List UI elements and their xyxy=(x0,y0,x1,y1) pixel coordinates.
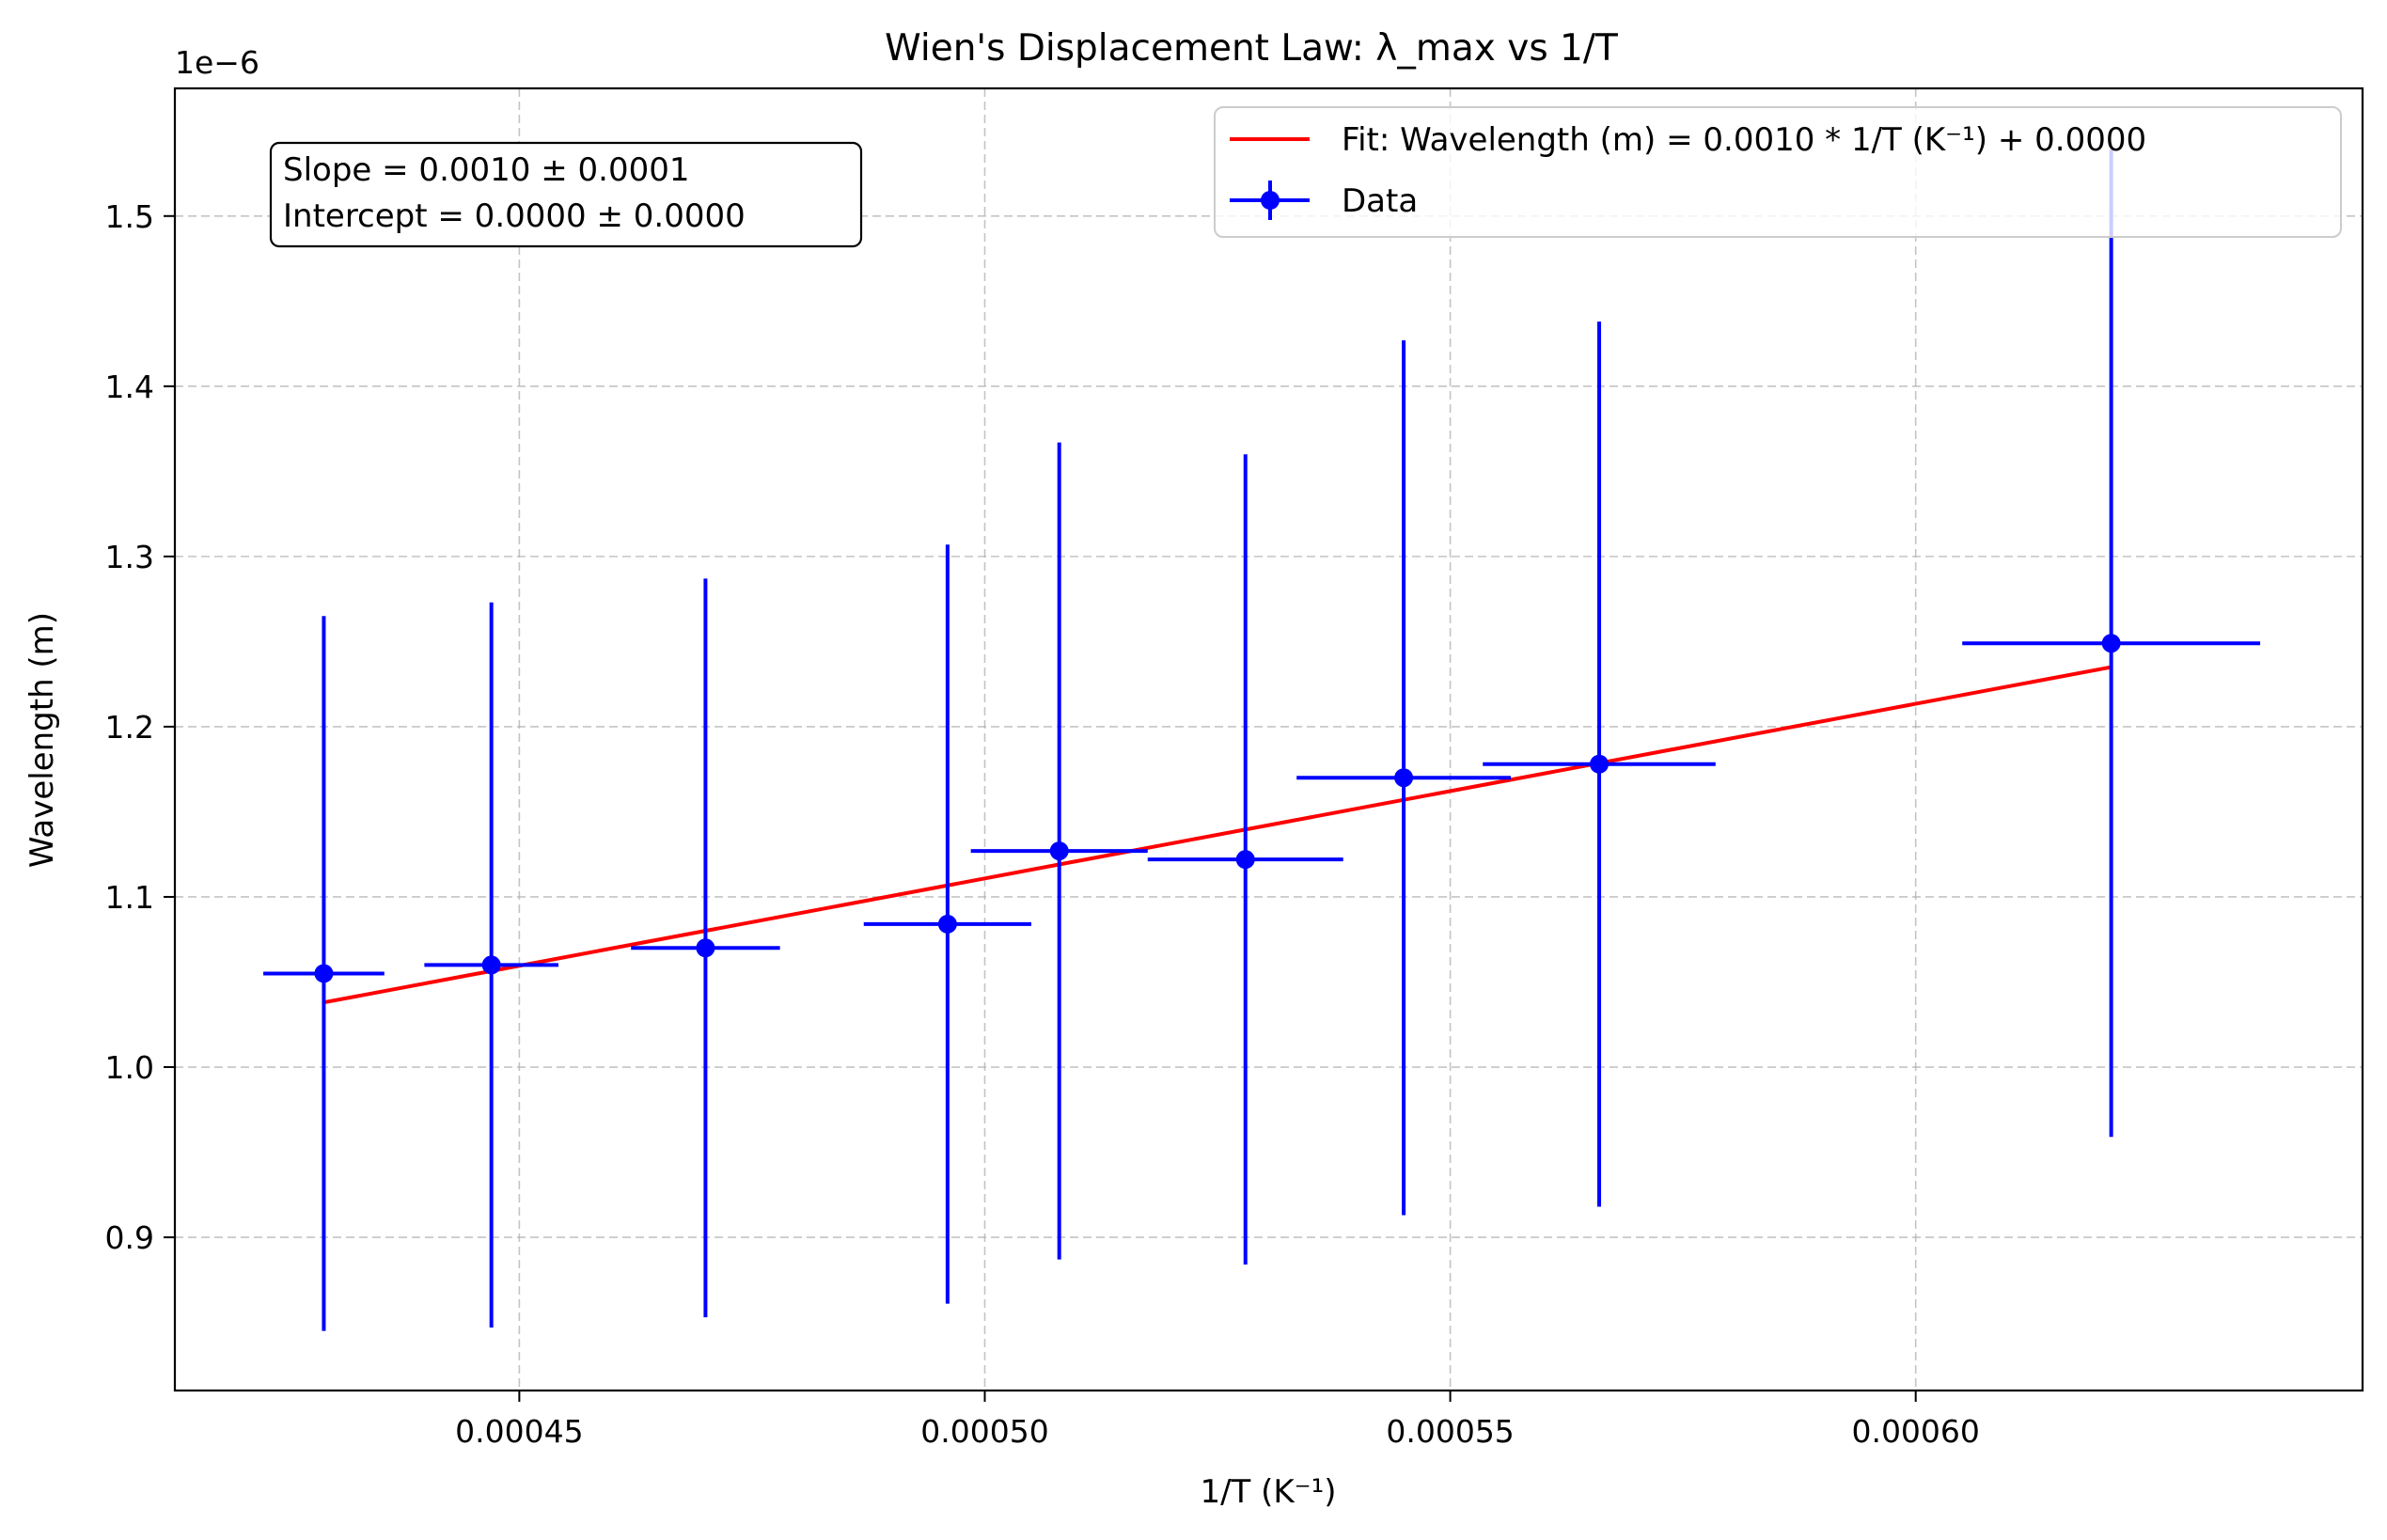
y-axis-label: Wavelength (m) xyxy=(24,612,61,868)
legend-fit-label: Fit: Wavelength (m) = 0.0010 * 1/T (K⁻¹)… xyxy=(1342,121,2146,159)
y-tick-label: 1.3 xyxy=(105,539,154,575)
data-point xyxy=(1962,149,2261,1138)
data-marker xyxy=(1394,768,1414,788)
y-tick-label: 0.9 xyxy=(105,1219,154,1256)
y-tick-label: 1.0 xyxy=(105,1049,154,1086)
data-point xyxy=(1147,454,1343,1265)
data-point xyxy=(424,602,558,1328)
fit-line xyxy=(323,665,2112,1005)
data-point xyxy=(970,442,1148,1260)
data-marker xyxy=(1590,754,1610,774)
data-point xyxy=(863,544,1031,1304)
data-marker xyxy=(314,964,334,983)
y-offset-label: 1e−6 xyxy=(175,44,259,81)
legend-box xyxy=(1214,106,2342,238)
x-axis: 0.00045 0.00050 0.00055 0.00060 xyxy=(455,1391,1980,1450)
plot-frame xyxy=(173,86,2364,1392)
data-layer xyxy=(263,149,2261,1331)
data-marker xyxy=(937,914,957,934)
legend-data-label: Data xyxy=(1342,182,1418,220)
x-axis-label: 1/T (K⁻¹) xyxy=(1200,1473,1336,1511)
stats-intercept: Intercept = 0.0000 ± 0.0000 xyxy=(283,197,746,235)
data-marker xyxy=(2101,634,2121,653)
y-tick-label: 1.4 xyxy=(105,369,154,405)
y-axis: 0.9 1.0 1.1 1.2 1.3 1.4 1.5 xyxy=(105,198,175,1256)
x-tick-label: 0.00060 xyxy=(1851,1413,1979,1450)
x-tick-label: 0.00045 xyxy=(455,1413,583,1450)
x-tick-label: 0.00055 xyxy=(1386,1413,1514,1450)
data-point xyxy=(1483,322,1716,1207)
fit-line-layer xyxy=(323,665,2112,1005)
y-tick-label: 1.1 xyxy=(105,879,154,916)
stats-box xyxy=(269,141,863,248)
data-point xyxy=(631,578,780,1318)
legend-data-marker xyxy=(1261,191,1280,210)
data-marker xyxy=(481,955,501,975)
legend: Fit: Wavelength (m) = 0.0010 * 1/T (K⁻¹)… xyxy=(1214,106,2342,238)
data-marker xyxy=(696,938,715,958)
x-tick-label: 0.00050 xyxy=(920,1413,1048,1450)
data-marker xyxy=(1049,841,1069,861)
chart-title: Wien's Displacement Law: λ_max vs 1/T xyxy=(885,27,1618,70)
y-tick-label: 1.2 xyxy=(105,709,154,746)
legend-data-swatch xyxy=(1230,181,1310,220)
y-tick-label: 1.5 xyxy=(105,198,154,235)
stats-annotation: Slope = 0.0010 ± 0.0001 Intercept = 0.00… xyxy=(269,141,863,248)
data-point xyxy=(263,616,385,1331)
stats-slope: Slope = 0.0010 ± 0.0001 xyxy=(283,151,689,189)
data-point xyxy=(1296,339,1511,1216)
data-marker xyxy=(1235,850,1255,870)
